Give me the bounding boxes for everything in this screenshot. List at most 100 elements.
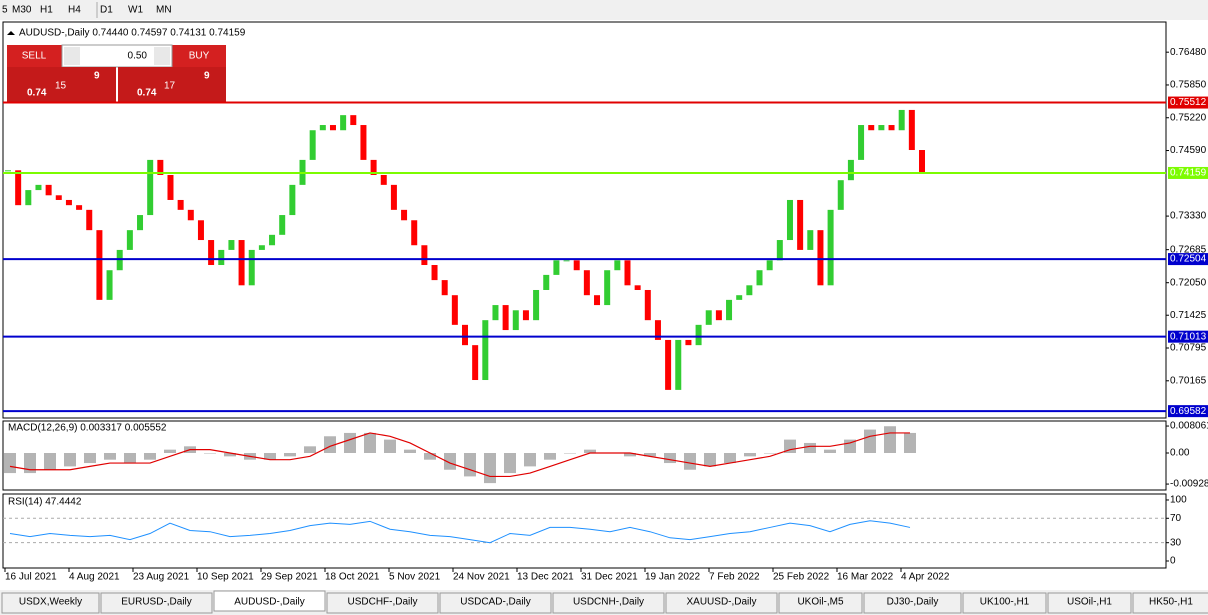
tab-label[interactable]: USDCHF-,Daily bbox=[348, 597, 418, 608]
timeframe-button[interactable]: M30 bbox=[12, 5, 32, 16]
candle bbox=[228, 240, 235, 250]
macd-bar bbox=[544, 453, 556, 460]
tab[interactable] bbox=[1132, 592, 1208, 614]
timeframe-button[interactable]: D1 bbox=[100, 5, 113, 16]
tab-label[interactable]: AUDUSD-,Daily bbox=[234, 597, 305, 608]
timeframe-button[interactable]: H4 bbox=[68, 5, 81, 16]
lot-input[interactable] bbox=[61, 44, 173, 68]
candle bbox=[472, 345, 479, 381]
y-tick-label: 0.00 bbox=[1170, 448, 1190, 459]
candle bbox=[553, 260, 560, 275]
candle bbox=[594, 295, 601, 306]
tab[interactable] bbox=[863, 592, 962, 614]
macd-bar bbox=[84, 453, 96, 464]
candle bbox=[817, 230, 824, 286]
tab-label[interactable]: USDX,Weekly bbox=[19, 597, 82, 608]
candle bbox=[797, 199, 804, 250]
tab[interactable] bbox=[778, 592, 863, 614]
tab[interactable] bbox=[439, 592, 552, 614]
buy-button[interactable] bbox=[172, 45, 226, 67]
lot-value: 0.50 bbox=[128, 51, 148, 62]
lot-down[interactable] bbox=[64, 47, 80, 65]
candle bbox=[45, 184, 52, 196]
tab-label[interactable]: HK50-,H1 bbox=[1149, 597, 1193, 608]
tab[interactable] bbox=[665, 592, 778, 614]
candle bbox=[370, 159, 377, 175]
candle bbox=[187, 209, 194, 221]
sell-price-sup: 9 bbox=[94, 71, 100, 82]
macd-bar bbox=[104, 453, 116, 460]
timeframe-button[interactable]: H1 bbox=[40, 5, 53, 16]
tab[interactable] bbox=[100, 592, 213, 614]
tab-label[interactable]: EURUSD-,Daily bbox=[121, 597, 192, 608]
rsi-line bbox=[9, 520, 911, 544]
candle bbox=[25, 190, 32, 206]
buy-price-big: 17 bbox=[164, 81, 176, 92]
macd-bar bbox=[824, 449, 836, 454]
candle bbox=[258, 245, 265, 250]
candle bbox=[76, 205, 83, 210]
candle bbox=[15, 170, 22, 206]
x-tick-label: 24 Nov 2021 bbox=[453, 572, 510, 583]
tab-label[interactable]: UKOil-,M5 bbox=[797, 597, 844, 608]
tab[interactable] bbox=[1047, 592, 1132, 614]
timeframe-button[interactable]: 5 bbox=[2, 5, 8, 16]
macd-bar bbox=[24, 453, 36, 474]
tab-label[interactable]: DJ30-,Daily bbox=[887, 597, 939, 608]
tab-label[interactable]: USOil-,H1 bbox=[1067, 597, 1112, 608]
y-tick-label: 0.72050 bbox=[1170, 277, 1207, 288]
candle bbox=[847, 159, 854, 181]
macd-bar bbox=[684, 453, 696, 470]
candle bbox=[340, 115, 347, 131]
macd-bar bbox=[704, 453, 716, 467]
tab-label[interactable]: UK100-,H1 bbox=[980, 597, 1030, 608]
candle bbox=[238, 240, 245, 286]
candle bbox=[218, 249, 225, 266]
candle bbox=[421, 245, 428, 266]
sell-price-box[interactable] bbox=[7, 67, 116, 102]
tab[interactable] bbox=[552, 592, 665, 614]
candle bbox=[309, 130, 316, 160]
tab[interactable] bbox=[962, 592, 1047, 614]
macd-bar bbox=[64, 453, 76, 467]
macd-bar bbox=[264, 453, 276, 460]
candle bbox=[126, 230, 133, 250]
tab[interactable] bbox=[213, 590, 326, 612]
timeframe-button[interactable]: MN bbox=[156, 5, 172, 16]
x-tick-label: 4 Aug 2021 bbox=[69, 572, 120, 583]
tab[interactable] bbox=[1, 592, 100, 614]
y-tick-label: 0.74590 bbox=[1170, 145, 1207, 156]
macd-bar bbox=[564, 453, 576, 454]
tab-label[interactable]: USDCAD-,Daily bbox=[460, 597, 531, 608]
level-label-bg bbox=[1168, 96, 1208, 109]
lot-up[interactable] bbox=[154, 47, 170, 65]
rsi-header: RSI(14) 47.4442 bbox=[8, 497, 82, 508]
y-tick-label: 100 bbox=[1170, 495, 1187, 506]
tab[interactable] bbox=[326, 592, 439, 614]
tab-label[interactable]: XAUUSD-,Daily bbox=[686, 597, 756, 608]
buy-price-box[interactable] bbox=[118, 67, 226, 102]
macd-bar bbox=[124, 453, 136, 464]
candle bbox=[177, 199, 184, 210]
candle bbox=[705, 310, 712, 325]
rsi-pane bbox=[2, 493, 1167, 569]
level-label: 0.71013 bbox=[1170, 331, 1207, 342]
level-label: 0.75512 bbox=[1170, 97, 1207, 108]
y-tick-label: 0.70795 bbox=[1170, 343, 1207, 354]
sell-button[interactable] bbox=[7, 45, 62, 67]
candle bbox=[167, 174, 174, 200]
x-tick-label: 16 Mar 2022 bbox=[837, 572, 894, 583]
candle bbox=[736, 295, 743, 300]
candle bbox=[746, 285, 753, 296]
sell-price-prefix: 0.74 bbox=[27, 88, 47, 99]
macd-bar bbox=[504, 453, 516, 474]
y-tick-label: -0.009286 bbox=[1170, 479, 1208, 490]
tab-label[interactable]: USDCNH-,Daily bbox=[573, 597, 644, 608]
macd-bar bbox=[364, 432, 376, 454]
macd-bar bbox=[164, 449, 176, 454]
x-tick-label: 19 Jan 2022 bbox=[645, 572, 700, 583]
collapse-icon[interactable] bbox=[7, 31, 15, 35]
timeframe-button[interactable]: W1 bbox=[128, 5, 143, 16]
y-tick-label: 0.70165 bbox=[1170, 375, 1207, 386]
